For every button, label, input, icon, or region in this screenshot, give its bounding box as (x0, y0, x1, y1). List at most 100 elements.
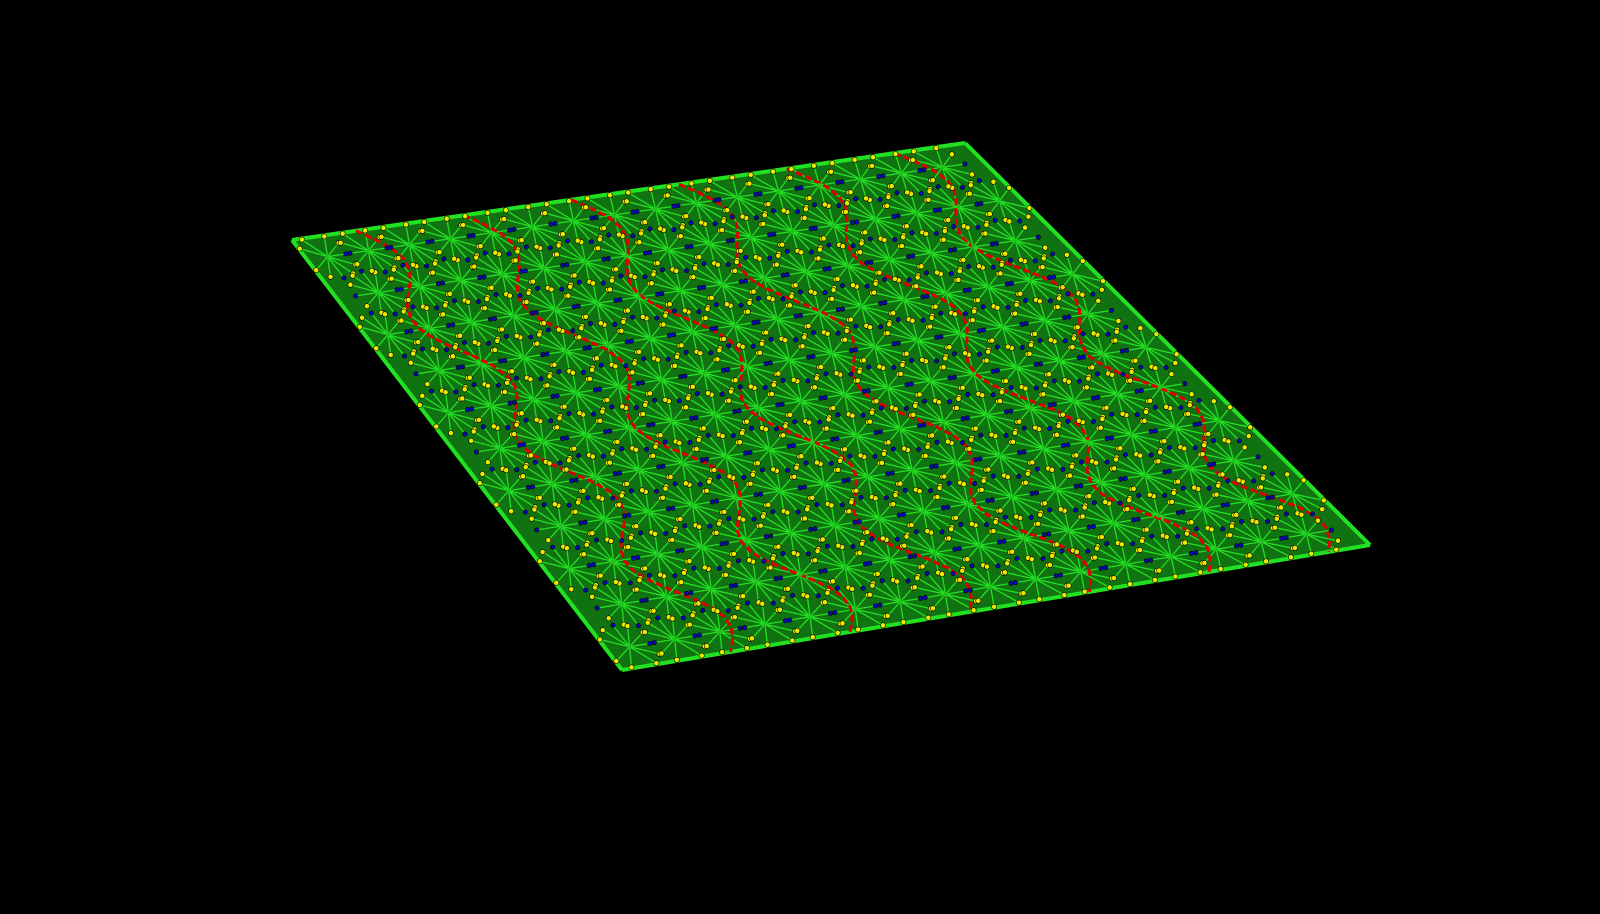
lattice-edge (1260, 486, 1293, 495)
lattice-edge (844, 339, 875, 348)
boundary-node (624, 339, 630, 345)
boundary-node (473, 449, 479, 455)
vertex-node (798, 249, 805, 256)
vertex-node (522, 464, 529, 471)
lattice-edge (626, 255, 646, 278)
lattice-edge (691, 504, 697, 526)
lattice-edge (903, 299, 910, 320)
lattice-edge (449, 279, 462, 295)
lattice-edge (758, 407, 789, 416)
boundary-node (822, 290, 828, 296)
lattice-edge (619, 504, 649, 513)
lattice-edge (1131, 371, 1162, 389)
lattice-edge (757, 393, 771, 409)
vertex-node (940, 236, 947, 243)
hub-node (941, 419, 946, 424)
lattice-edge (657, 553, 686, 572)
boundary-node (801, 484, 807, 490)
lattice-edge (674, 639, 678, 660)
boundary-node (733, 582, 739, 588)
boundary-node (938, 310, 944, 316)
lattice-edge (611, 280, 640, 298)
vertex-node (849, 412, 856, 419)
lattice-edge (626, 626, 631, 647)
lattice-edge (856, 435, 876, 457)
lattice-edge (621, 235, 628, 257)
lattice-edge (999, 200, 1030, 209)
lattice-edge (542, 441, 547, 462)
hub-node (489, 230, 494, 235)
lattice-edge (537, 288, 556, 310)
vertex-node (928, 314, 935, 321)
lattice-edge (844, 552, 859, 568)
lattice-edge (650, 337, 678, 356)
lattice-edge (350, 284, 379, 294)
lattice-edge (1031, 448, 1045, 463)
lattice-edge (1292, 493, 1324, 502)
lattice-edge (804, 517, 836, 527)
vertex-node (1017, 290, 1024, 297)
lattice-edge (803, 336, 833, 355)
lattice-edge (649, 337, 669, 360)
boundary-node (714, 498, 720, 504)
boundary-node (564, 435, 570, 441)
lattice-edge (419, 272, 432, 287)
vertex-node (570, 369, 576, 376)
vertex-node (502, 207, 509, 214)
boundary-node (528, 334, 534, 340)
lattice-edge (844, 393, 873, 412)
lattice-edge (869, 420, 901, 430)
lattice-edge (823, 483, 843, 506)
lattice-edge (816, 504, 836, 526)
vertex-node (765, 501, 772, 508)
vertex-node (1112, 337, 1119, 344)
vertex-node (899, 243, 905, 249)
lattice-edge (925, 361, 932, 382)
vertex-node (824, 330, 831, 337)
lattice-edge (1056, 489, 1086, 506)
vertex-node (969, 171, 975, 178)
vertex-node (339, 230, 346, 237)
vertex-node (998, 261, 1005, 268)
vertex-node (683, 213, 690, 220)
lattice-edge (917, 276, 947, 294)
lattice-edge (925, 233, 933, 254)
lattice-edge (1158, 515, 1190, 524)
lattice-edge (904, 545, 935, 554)
boundary-node (619, 446, 625, 452)
vertex-node (1163, 534, 1170, 540)
vertex-node (847, 189, 854, 196)
vertex-node (908, 522, 915, 528)
vertex-node (636, 577, 643, 584)
vertex-node (794, 627, 801, 634)
lattice-edge (745, 539, 765, 562)
boundary-node (459, 364, 465, 370)
vertex-node (980, 477, 987, 484)
lattice-edge (568, 413, 587, 436)
lattice-edge (725, 455, 745, 478)
boundary-node (1098, 565, 1104, 571)
hub-node (530, 224, 535, 229)
lattice-edge (967, 393, 988, 416)
lattice-edge (1068, 530, 1098, 547)
lattice-edge (811, 483, 825, 499)
lattice-edge (938, 401, 945, 422)
lattice-edge (523, 356, 553, 366)
lattice-edge (750, 237, 771, 259)
boundary-node (650, 421, 656, 427)
lattice-edge (608, 234, 628, 257)
lattice-edge (859, 552, 891, 561)
boundary-node (878, 405, 884, 411)
lattice-edge (608, 603, 623, 619)
hub-node (1214, 547, 1219, 552)
lattice-edge (787, 574, 802, 590)
boundary-node (1178, 405, 1184, 411)
boundary-node (569, 478, 575, 484)
lattice-edge (1016, 366, 1046, 384)
vertex-node (711, 467, 718, 473)
lattice-edge (927, 446, 957, 464)
vertex-node (460, 222, 467, 228)
boundary-node (812, 526, 818, 532)
lattice-edge (512, 315, 532, 338)
